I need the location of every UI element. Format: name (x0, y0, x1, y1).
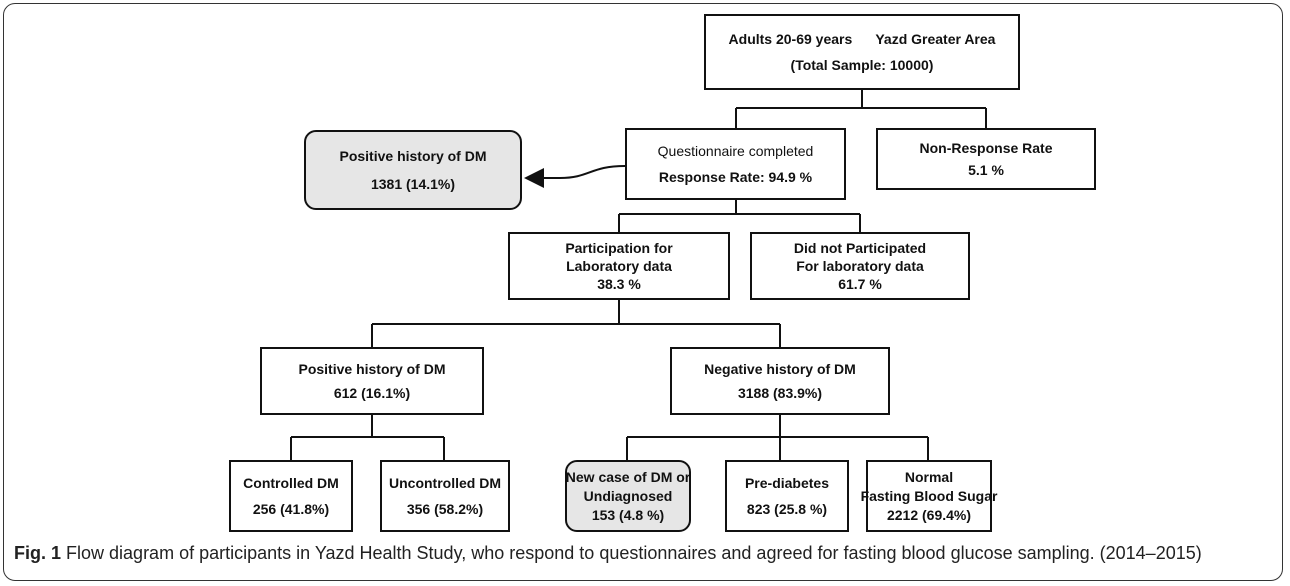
node-text: Did not Participated (793, 240, 927, 256)
node-text: New case of DM or (565, 469, 691, 485)
node-text: 356 (58.2%) (406, 500, 484, 517)
node-text: Fasting Blood Sugar (860, 488, 998, 504)
node-text: 153 (4.8 %) (591, 507, 665, 523)
node-text: 1381 (14.1%) (370, 176, 456, 192)
node-text: Participation for (565, 240, 673, 256)
node-text: Pre-diabetes (744, 475, 830, 492)
node-text: (Total Sample: 10000) (790, 57, 934, 74)
node-text: Non-Response Rate (919, 140, 1053, 156)
flow-node: Participation for Laboratory data 38.3 % (508, 232, 730, 300)
flow-node: Positive history of DM 1381 (14.1%) (304, 130, 522, 210)
flow-node: Normal Fasting Blood Sugar 2212 (69.4%) (861, 460, 997, 532)
node-text: For laboratory data (796, 258, 924, 274)
caption-text: Flow diagram of participants in Yazd Hea… (66, 543, 1202, 563)
node-text: 3188 (83.9%) (737, 385, 823, 401)
node-text: 256 (41.8%) (252, 500, 330, 517)
flow-node: Uncontrolled DM 356 (58.2%) (380, 460, 510, 532)
flow-node: Controlled DM 256 (41.8%) (229, 460, 353, 532)
node-text: Adults 20-69 years Yazd Greater Area (728, 30, 996, 47)
flow-node: Positive history of DM 612 (16.1%) (260, 347, 484, 415)
connector-lines (290, 90, 987, 460)
node-text: Laboratory data (566, 258, 672, 274)
flow-node: Pre-diabetes 823 (25.8 %) (725, 460, 849, 532)
flow-node: Questionnaire completed Response Rate: 94… (625, 128, 846, 200)
flow-node: New case of DM or Undiagnosed 153 (4.8 %) (565, 460, 691, 532)
flow-node: Did not Participated For laboratory data 6… (750, 232, 970, 300)
node-text: Normal (904, 469, 954, 485)
flow-node: Non-Response Rate 5.1 % (876, 128, 1096, 190)
figure-frame (3, 3, 1283, 581)
node-text: Positive history of DM (298, 361, 446, 377)
node-text: Negative history of DM (704, 361, 856, 377)
flow-node: Negative history of DM 3188 (83.9%) (670, 347, 890, 415)
node-text: 823 (25.8 %) (746, 500, 828, 517)
caption-label: Fig. 1 (14, 543, 62, 563)
node-text: Questionnaire completed (657, 143, 814, 160)
node-text: Undiagnosed (583, 488, 673, 504)
node-text: Controlled DM (243, 475, 339, 492)
caption: Fig. 1 Flow diagram of participants in Y… (14, 542, 1254, 564)
node-text: 38.3 % (597, 276, 641, 292)
node-text: 5.1 % (968, 162, 1004, 178)
flow-node: Adults 20-69 years Yazd Greater Area (Tot… (704, 14, 1020, 90)
node-text: 61.7 % (838, 276, 882, 292)
node-text: 2212 (69.4%) (886, 507, 972, 523)
node-text: 612 (16.1%) (333, 385, 411, 401)
node-text: Response Rate: 94.9 % (658, 168, 813, 185)
node-text: Positive history of DM (339, 148, 487, 164)
node-text: Uncontrolled DM (389, 475, 501, 492)
